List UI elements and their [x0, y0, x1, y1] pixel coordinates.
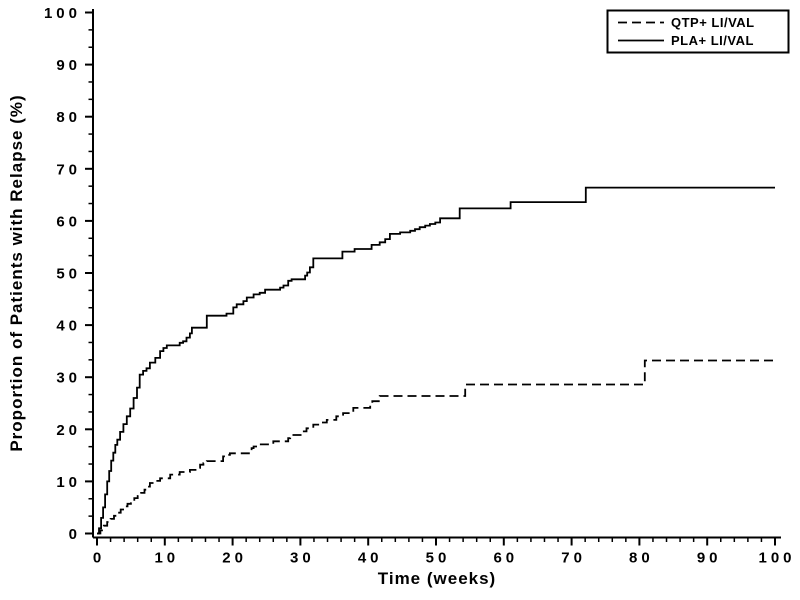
x-tick-label: 0: [93, 550, 105, 567]
data-curves: [97, 186, 775, 535]
y-axis-title: Proportion of Patients with Relapse (%): [7, 94, 26, 451]
legend: QTP+ LI/VAL PLA+ LI/VAL: [606, 9, 790, 54]
y-tick-label: 80: [56, 109, 81, 126]
legend-label-qtp: QTP+ LI/VAL: [671, 15, 755, 30]
axes: 0 10 20 30 40 50 60 70 80 90 100 0 10 20 30 40 50 60 70 80 9…: [44, 5, 795, 567]
y-tick-label: 30: [56, 370, 81, 387]
x-axis-title: Time (weeks): [378, 569, 496, 588]
x-tick-label: 30: [290, 550, 315, 567]
x-tick-label: 100: [758, 550, 795, 567]
y-tick-label: 70: [56, 161, 81, 178]
curve-pla: [97, 186, 775, 535]
y-tick-label: 100: [44, 5, 81, 22]
x-tick-label: 90: [697, 550, 722, 567]
x-tick-label: 80: [629, 550, 654, 567]
x-tick-label: 60: [493, 550, 518, 567]
y-tick-label: 60: [56, 213, 81, 230]
x-tick-label: 70: [561, 550, 586, 567]
legend-label-pla: PLA+ LI/VAL: [671, 33, 754, 48]
legend-box: [606, 9, 790, 54]
x-tick-label: 40: [358, 550, 383, 567]
y-tick-label: 10: [56, 474, 81, 491]
x-tick-label: 10: [154, 550, 179, 567]
y-tick-label: 90: [56, 57, 81, 74]
curve-qtp: [97, 359, 775, 535]
y-tick-label: 0: [69, 526, 81, 543]
y-tick-label: 20: [56, 422, 81, 439]
y-tick-label: 50: [56, 266, 81, 283]
x-tick-label: 50: [426, 550, 451, 567]
x-tick-label: 20: [222, 550, 247, 567]
y-tick-label: 40: [56, 318, 81, 335]
